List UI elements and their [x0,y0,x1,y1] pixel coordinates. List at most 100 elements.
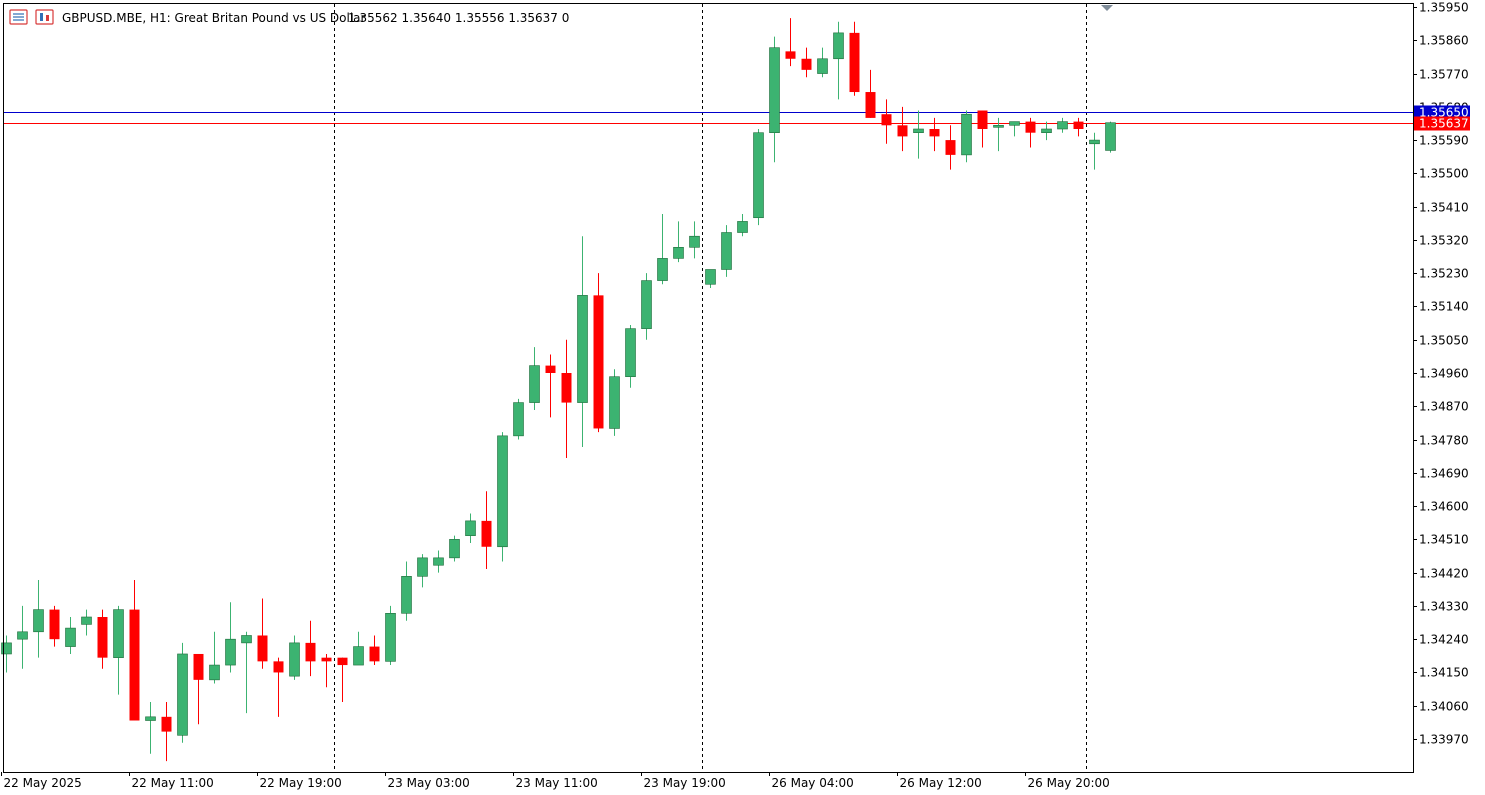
candle[interactable] [449,535,460,562]
candle[interactable] [945,125,956,170]
candle[interactable] [817,47,828,78]
candle[interactable] [113,605,124,695]
candle[interactable] [353,631,364,666]
y-tick-label: 1.34870 [1419,400,1469,414]
candle[interactable] [273,657,284,717]
chart-type-icon[interactable] [35,9,54,25]
candle[interactable] [545,354,556,418]
candle[interactable] [33,580,44,658]
y-tick-label: 1.34150 [1419,666,1469,680]
candle[interactable] [865,69,876,118]
candle[interactable] [1041,121,1052,141]
candle[interactable] [689,221,700,259]
candle[interactable] [913,110,924,159]
candle[interactable] [769,36,780,163]
candles[interactable] [1,18,1116,762]
candle[interactable] [561,339,572,459]
candle-body [289,642,300,677]
candle[interactable] [65,617,76,654]
candle[interactable] [1073,117,1084,137]
candle[interactable] [1,635,12,673]
candle[interactable] [97,609,108,669]
candle[interactable] [385,605,396,666]
price-axis[interactable]: 1.359501.358601.357701.356801.355901.355… [1413,1,1469,747]
candle[interactable] [257,598,268,669]
candle[interactable] [737,214,748,237]
candle[interactable] [305,620,316,677]
candle-body [865,92,876,118]
candle-body [1105,122,1116,151]
x-tick-label: 26 May 04:00 [772,776,854,790]
candle[interactable] [433,550,444,573]
candle-body [449,539,460,559]
candle[interactable] [849,21,860,96]
candle[interactable] [369,635,380,666]
y-tick-label: 1.34600 [1419,500,1469,514]
candle[interactable] [81,609,92,636]
x-tick-label: 23 May 11:00 [516,776,598,790]
candle[interactable] [17,605,28,669]
candle[interactable] [593,273,604,433]
candle[interactable] [833,21,844,100]
candle[interactable] [609,369,620,436]
candle[interactable] [497,432,508,562]
candle-body [689,235,700,248]
candle[interactable] [465,513,476,544]
candle[interactable] [209,631,220,684]
candle-body [97,617,108,658]
candle[interactable] [49,605,60,647]
chart-menu-icon[interactable] [9,9,28,25]
candle-body [993,125,1004,128]
candle[interactable] [753,129,764,226]
candle-body [113,609,124,658]
candle[interactable] [929,117,940,152]
candle-body [465,520,476,536]
candle[interactable] [897,106,908,152]
x-tick-label: 26 May 20:00 [1028,776,1110,790]
candle[interactable] [673,221,684,263]
candle[interactable] [1089,132,1100,170]
candle-body [193,653,204,680]
candle[interactable] [577,236,588,447]
candle[interactable] [145,702,156,754]
candle-body [817,58,828,74]
candle[interactable] [1025,117,1036,148]
y-tick-label: 1.35410 [1419,201,1469,215]
chart-shift-marker-icon[interactable] [1101,5,1113,11]
candle[interactable] [625,324,636,388]
candle[interactable] [481,491,492,569]
candle[interactable] [289,635,300,680]
bid-price-tag-label: 1.35637 [1419,117,1469,131]
candle[interactable] [321,653,332,688]
candle[interactable] [177,642,188,743]
candle[interactable] [129,580,140,721]
candle[interactable] [657,214,668,285]
candle-body [1073,121,1084,129]
candle[interactable] [881,99,892,144]
candle[interactable] [225,602,236,673]
y-tick-label: 1.35590 [1419,134,1469,148]
candle[interactable] [1009,121,1020,137]
candle[interactable] [161,702,172,762]
candle-body [209,664,220,681]
time-axis[interactable]: 22 May 2025 22 May 11:00 22 May 19:00 23 Ma… [1,772,1110,790]
candle[interactable] [977,110,988,148]
candle[interactable] [705,269,716,288]
candle[interactable] [513,398,524,440]
candle[interactable] [785,18,796,67]
candle[interactable] [193,653,204,725]
candle[interactable] [961,110,972,163]
candle[interactable] [721,225,732,277]
candle[interactable] [241,631,252,714]
candle[interactable] [801,47,812,78]
candle[interactable] [993,117,1004,152]
candle[interactable] [1057,117,1068,133]
candle[interactable] [529,347,540,410]
candle[interactable] [401,561,412,621]
candle[interactable] [337,657,348,703]
plot-frame [3,3,1414,773]
candle[interactable] [641,273,652,340]
candle[interactable] [1105,121,1116,153]
candle[interactable] [417,554,428,588]
